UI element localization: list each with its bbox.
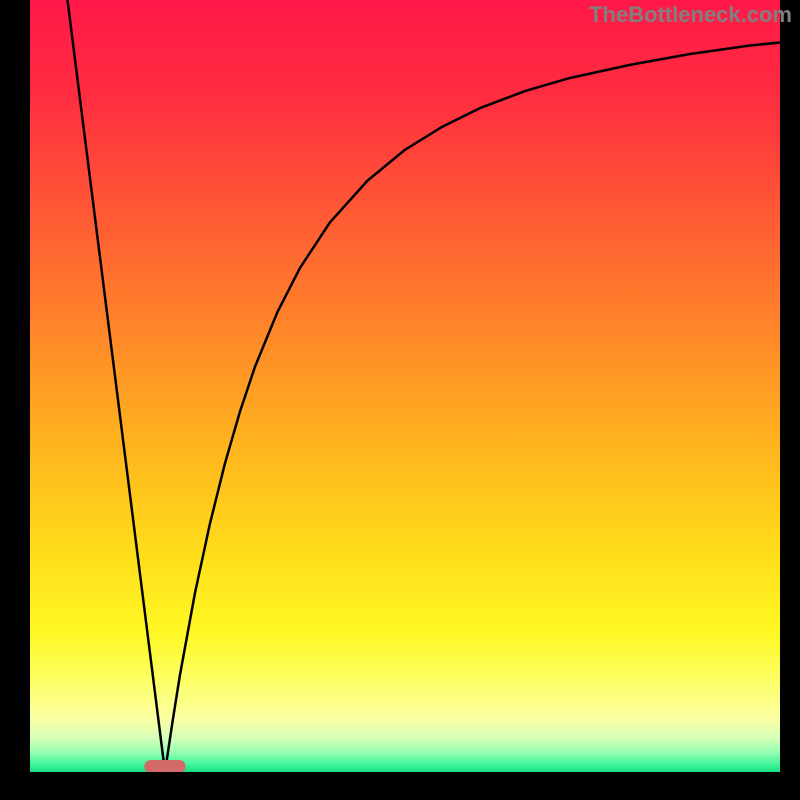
bottleneck-chart	[0, 0, 800, 800]
gradient-background	[30, 0, 780, 772]
plot-area	[30, 0, 780, 773]
optimum-marker	[144, 760, 185, 773]
watermark-text: TheBottleneck.com	[589, 2, 792, 28]
